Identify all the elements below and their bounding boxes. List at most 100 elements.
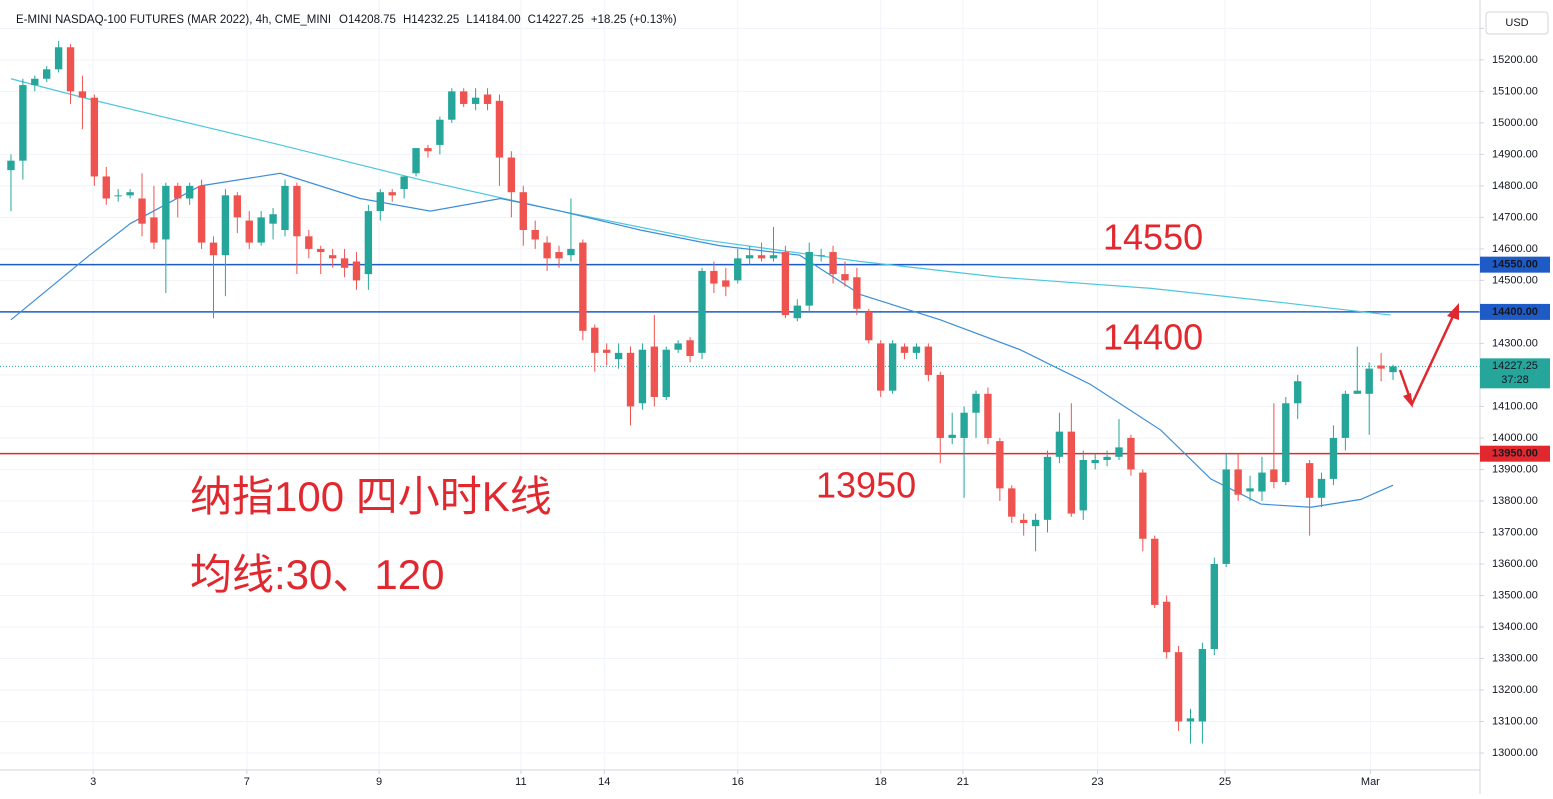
candle-body [638,349,647,404]
price-axis: 13000.00 13100.00 13200.00 13300.00 13400.00… [90,22,1550,788]
chart-title: E-MINI NASDAQ-100 FUTURES (MAR 2022), 4h… [16,14,331,26]
candle-body [1246,488,1254,492]
candle-body [376,192,384,212]
candle-body [1031,519,1040,527]
candle-body [579,242,587,331]
candle-body [317,248,325,253]
header-value: O14208.75 [339,14,396,26]
candle-body [460,91,468,104]
candle-body [281,185,289,230]
header-values: O14208.75 H14232.25 L14184.00 C14227.25 +18.… [339,14,677,26]
candle-body [757,255,766,259]
candle-body [1115,447,1123,457]
candle-body [1389,366,1397,373]
candle-body [185,185,194,199]
x-tick-label: 9 [376,776,382,788]
x-tick-label: 18 [875,776,887,788]
x-tick-label: 16 [732,776,744,788]
y-tick-label: 14600.00 [1492,243,1538,255]
currency-box[interactable] [1485,11,1549,35]
candle-body [388,192,396,196]
candle-body [996,441,1004,489]
candle-body [471,97,480,104]
countdown: 37:28 [1501,374,1529,386]
candle-body [924,346,933,375]
candle-body [221,195,230,256]
candle-body [245,220,253,243]
annotation: 均线:30、120 [190,551,444,598]
candle-body [328,255,337,259]
candle-body [1043,456,1052,520]
candle-body [174,185,182,199]
header-value: +18.25 (+0.13%) [591,14,677,26]
price-label: 14400.00 [1492,306,1538,318]
candle-body [412,148,420,174]
candle-body [841,274,849,281]
candle-body [483,94,492,104]
candle-body [912,346,921,353]
candle-body [7,160,15,171]
candle-body [972,393,980,413]
annotation: 14400 [1103,317,1203,358]
candle-body [722,280,730,287]
candle-body [150,217,158,243]
candle-body [293,185,301,237]
candle-body [197,185,206,243]
y-tick-label: 14900.00 [1492,148,1538,160]
price-label-box [1480,256,1550,273]
candle-body [1329,437,1338,479]
y-tick-label: 14500.00 [1492,274,1538,286]
candle-body [31,78,39,86]
y-tick-label: 13800.00 [1492,495,1538,507]
price-label-box [1480,445,1550,462]
price-label: 13950.00 [1492,448,1538,460]
current-price-label: 14227.25 [1492,360,1538,372]
candle-body [495,100,504,158]
candle-body [1008,488,1016,517]
candle-body [817,255,825,257]
y-tick-label: 13700.00 [1492,526,1538,538]
y-tick-label: 13200.00 [1492,684,1538,696]
candle-body [936,374,944,438]
candle-body [269,214,277,224]
candle-body [543,242,551,259]
candle-body [1139,472,1147,539]
candle-body [1210,563,1219,650]
y-tick-label: 15100.00 [1492,85,1538,97]
candle-body [662,349,670,397]
candle-body [865,311,873,341]
candle-body [448,91,456,120]
y-tick-label: 14800.00 [1492,180,1538,192]
candle-body [1162,601,1171,653]
y-tick-label: 13000.00 [1492,747,1538,759]
candle-body [257,217,265,243]
candle-body [710,270,718,284]
candle-body [650,346,659,397]
candle-body [734,258,742,281]
candle-body [1198,649,1207,722]
y-tick-label: 14300.00 [1492,337,1538,349]
candle-body [1019,519,1028,523]
x-tick-label: 25 [1219,776,1231,788]
candle-body [507,157,516,193]
candle-body [1079,459,1087,511]
current-price-box [1480,358,1550,389]
y-tick-label: 13100.00 [1492,715,1538,727]
candle-body [1377,365,1385,369]
candle-body [519,192,527,230]
candle-body [853,277,861,309]
candle-body [1305,463,1314,498]
candle-body [877,343,885,391]
x-tick-label: 23 [1091,776,1103,788]
price-label: 14550.00 [1492,259,1538,271]
candle-body [1234,469,1242,495]
candle-body [43,69,51,79]
header-value: L14184.00 [466,14,520,26]
y-tick-label: 13900.00 [1492,463,1538,475]
candle-body [138,198,146,224]
candle-body [90,97,99,177]
plot [7,40,1397,744]
candle-body [1174,652,1183,722]
candle-body [114,195,122,197]
